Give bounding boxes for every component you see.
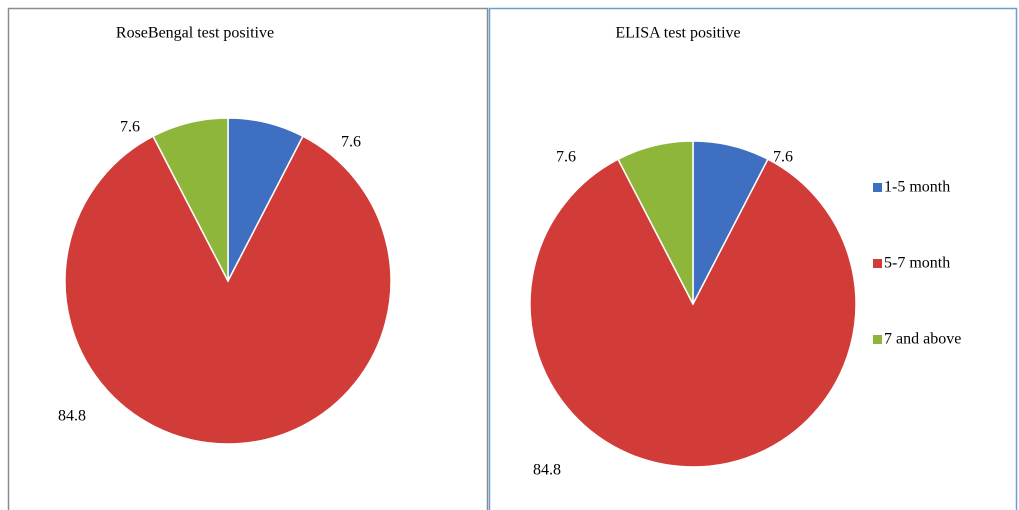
data-label: 7.6 [341, 134, 361, 151]
legend-swatch [873, 183, 882, 192]
data-label: 7.6 [120, 119, 140, 136]
pie-slice [529, 158, 857, 468]
pie-slice [64, 135, 392, 445]
legend-label: 5-7 month [884, 255, 950, 272]
data-label: 84.8 [58, 408, 86, 425]
legend-swatch [873, 259, 882, 268]
chart-title: RoseBengal test positive [116, 25, 274, 42]
data-label: 7.6 [556, 149, 576, 166]
legend-label: 7 and above [884, 331, 961, 348]
pie-slice [152, 117, 229, 282]
data-label: 7.6 [773, 149, 793, 166]
legend-label: 1-5 month [884, 179, 950, 196]
data-label: 84.8 [533, 462, 561, 479]
pie-slice [617, 140, 694, 305]
chart-title: ELISA test positive [615, 25, 740, 42]
legend-swatch [873, 335, 882, 344]
